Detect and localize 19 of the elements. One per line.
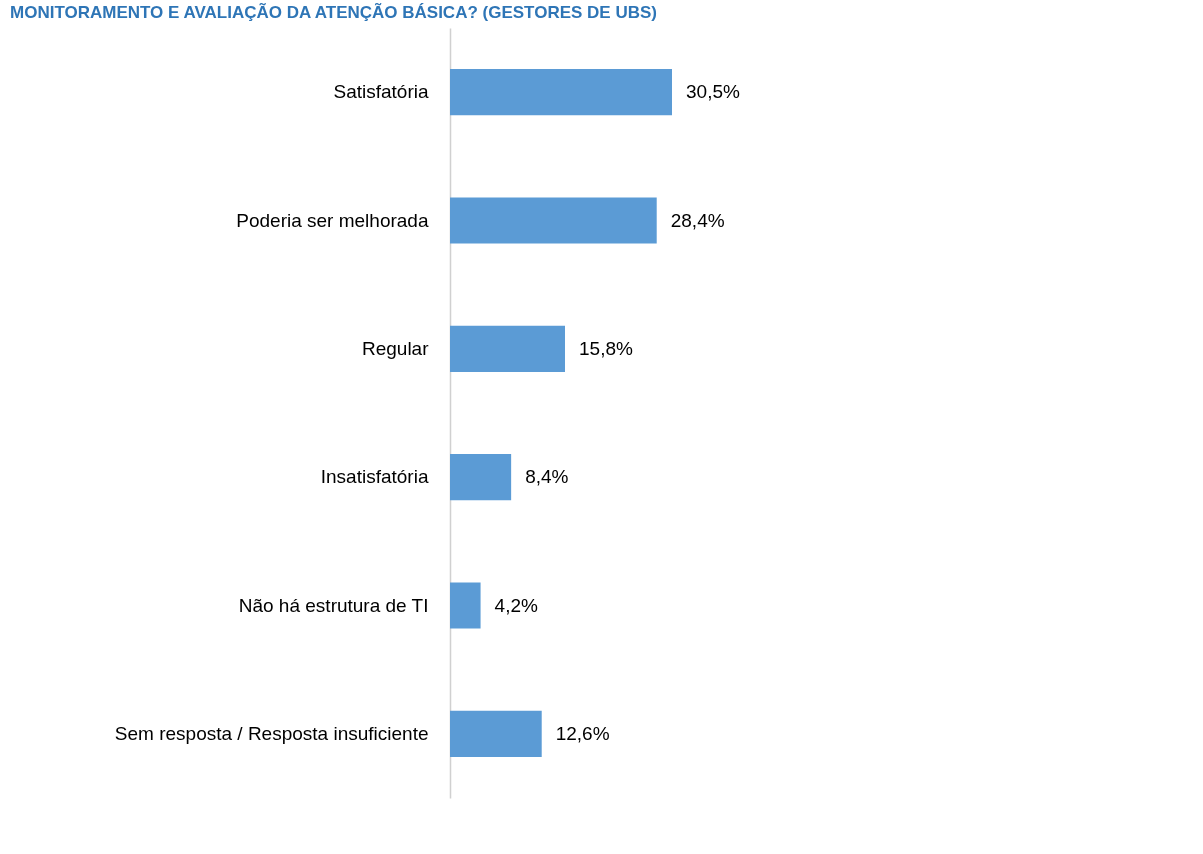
data-label: 15,8% [579,337,633,359]
y-tick-label: Regular [361,337,430,359]
data-label: 8,4% [525,466,569,488]
y-tick-label: Poderia ser melhorada [236,209,429,231]
bar [450,69,672,116]
data-label: 12,6% [555,722,610,744]
data-label: 30,5% [686,81,740,103]
data-label: 28,4% [670,209,725,231]
y-tick-label: Não há estrutura de TI [238,594,429,616]
bar [450,325,565,372]
y-tick-label: Insatisfatória [320,466,429,488]
bar [450,582,481,629]
bar [450,197,657,244]
bar [450,454,512,501]
y-tick-label: Satisfatória [333,81,429,103]
bar [450,710,542,757]
data-label: 4,2% [494,594,538,616]
y-tick-label: Sem resposta / Resposta insuficiente [114,722,429,744]
chart-title: MONITORAMENTO E AVALIAÇÃO DA ATENÇÃO BÁSICA? (GESTORES DE UBS) [10,2,657,22]
